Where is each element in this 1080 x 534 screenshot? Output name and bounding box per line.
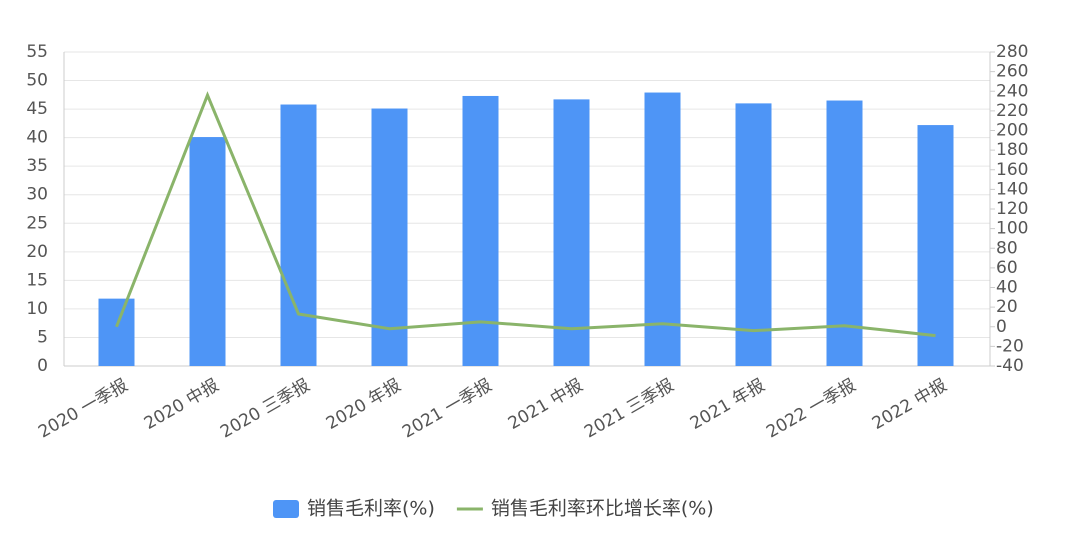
y2-tick-label: 20 bbox=[996, 297, 1018, 317]
bar bbox=[98, 298, 135, 366]
y-tick-label: 40 bbox=[26, 128, 48, 148]
x-tick-label: 2020 三季报 bbox=[217, 375, 313, 442]
y2-tick-label: 260 bbox=[996, 62, 1028, 82]
y2-tick-label: 140 bbox=[996, 179, 1028, 199]
x-tick-label: 2021 一季报 bbox=[399, 375, 495, 442]
bar bbox=[735, 103, 772, 366]
y2-tick-label: 100 bbox=[996, 219, 1028, 239]
legend-label: 销售毛利率环比增长率(%) bbox=[491, 498, 714, 520]
bar bbox=[371, 108, 408, 367]
bar bbox=[462, 95, 499, 367]
y-tick-label: 5 bbox=[37, 327, 48, 347]
bar bbox=[553, 99, 590, 367]
y2-tick-label: 0 bbox=[996, 317, 1007, 337]
x-tick-label: 2020 一季报 bbox=[35, 375, 131, 442]
bar bbox=[280, 104, 317, 367]
y-tick-label: 45 bbox=[26, 99, 48, 119]
y2-tick-label: 120 bbox=[996, 199, 1028, 219]
y-tick-label: 30 bbox=[26, 185, 48, 205]
x-tick-label: 2020 中报 bbox=[141, 375, 223, 434]
y-tick-label: 55 bbox=[26, 42, 48, 62]
y-tick-label: 10 bbox=[26, 299, 48, 319]
x-tick-label: 2022 一季报 bbox=[763, 375, 859, 442]
y-tick-label: 50 bbox=[26, 71, 48, 91]
y-tick-label: 0 bbox=[37, 356, 48, 376]
y-tick-label: 35 bbox=[26, 156, 48, 176]
y2-tick-label: 60 bbox=[996, 258, 1018, 278]
legend-swatch bbox=[273, 500, 299, 518]
legend-label: 销售毛利率(%) bbox=[307, 498, 435, 520]
y2-tick-label: 240 bbox=[996, 81, 1028, 101]
y-tick-label: 15 bbox=[26, 270, 48, 290]
bar bbox=[644, 92, 681, 366]
y2-tick-label: 180 bbox=[996, 140, 1028, 160]
legend: 销售毛利率(%) 销售毛利率环比增长率(%) bbox=[273, 498, 714, 520]
y2-tick-label: -40 bbox=[996, 356, 1024, 376]
x-tick-label: 2020 年报 bbox=[323, 375, 405, 434]
bar bbox=[917, 125, 954, 367]
x-tick-label: 2021 中报 bbox=[505, 375, 587, 434]
y2-tick-label: -20 bbox=[996, 336, 1024, 356]
x-tick-label: 2021 三季报 bbox=[581, 375, 677, 442]
bar bbox=[826, 100, 863, 366]
y2-tick-label: 280 bbox=[996, 42, 1028, 62]
x-tick-label: 2021 年报 bbox=[687, 375, 769, 434]
y-tick-label: 25 bbox=[26, 213, 48, 233]
y2-tick-label: 80 bbox=[996, 238, 1018, 258]
bar bbox=[189, 137, 226, 366]
y2-tick-label: 200 bbox=[996, 121, 1028, 141]
x-tick-label: 2022 中报 bbox=[869, 375, 951, 434]
y2-tick-label: 40 bbox=[996, 278, 1018, 298]
line bbox=[115, 91, 936, 338]
y2-tick-label: 160 bbox=[996, 160, 1028, 180]
y2-tick-label: 220 bbox=[996, 101, 1028, 121]
y-tick-label: 20 bbox=[26, 242, 48, 262]
